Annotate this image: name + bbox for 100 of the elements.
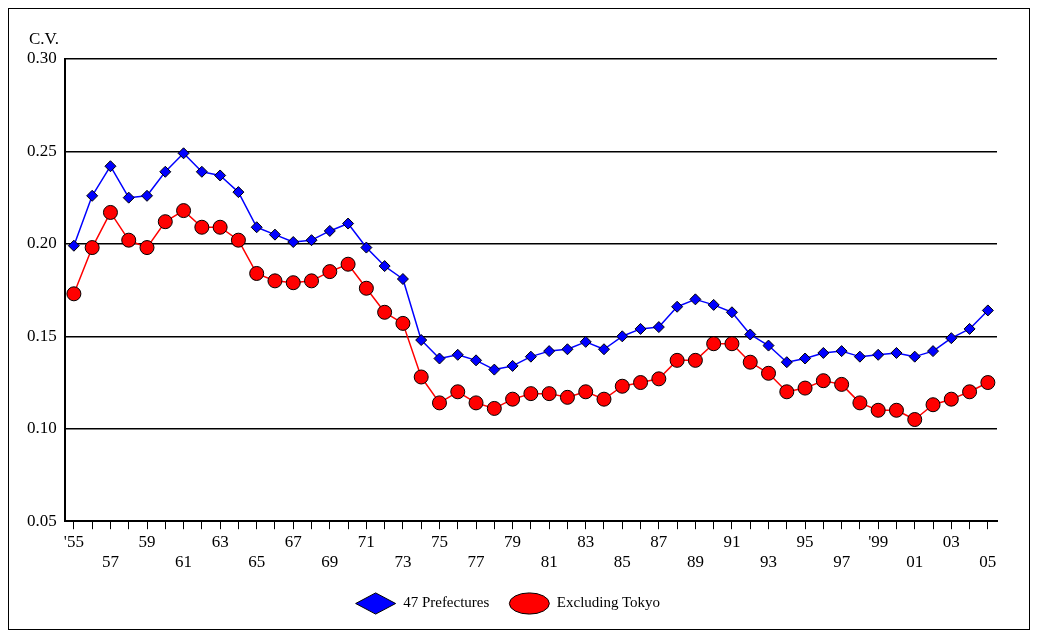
point <box>633 375 649 391</box>
point <box>761 365 777 381</box>
point <box>232 186 245 199</box>
x-tick-label: 05 <box>979 552 997 572</box>
point <box>671 300 684 313</box>
point <box>980 375 996 391</box>
legend-label: Excluding Tokyo <box>556 594 661 611</box>
x-tick-label: 85 <box>613 552 631 572</box>
point <box>853 350 866 363</box>
point <box>214 169 227 182</box>
point <box>780 356 793 369</box>
point <box>468 395 484 411</box>
x-tick-label: 59 <box>138 531 156 551</box>
point <box>523 386 539 402</box>
point <box>66 286 82 302</box>
x-tick-label: '99 <box>868 531 889 551</box>
point <box>488 363 501 376</box>
point <box>267 273 283 289</box>
point <box>159 165 172 178</box>
point <box>195 165 208 178</box>
x-tick-label: 79 <box>504 531 522 551</box>
y-tick-label: 0.10 <box>27 418 57 438</box>
point <box>835 345 848 358</box>
x-tick-label: 67 <box>284 531 303 551</box>
point <box>67 239 80 252</box>
x-tick-label: 61 <box>175 552 193 572</box>
point <box>925 397 941 413</box>
point <box>358 280 374 296</box>
x-tick-label: 93 <box>760 552 778 572</box>
point <box>927 345 940 358</box>
y-axis-title: C.V. <box>29 29 59 49</box>
x-tick-label: 01 <box>906 552 924 572</box>
point <box>797 380 813 396</box>
x-tick-label: 95 <box>796 531 814 551</box>
legend-label: 47 Prefectures <box>403 594 490 611</box>
point <box>725 306 738 319</box>
y-tick-label: 0.15 <box>27 325 57 345</box>
point <box>945 332 958 345</box>
point <box>486 400 502 416</box>
point <box>304 273 320 289</box>
point <box>122 191 135 204</box>
point <box>250 221 263 234</box>
x-tick-label: 03 <box>942 531 960 551</box>
point <box>799 352 812 365</box>
point <box>707 298 720 311</box>
point <box>102 204 118 220</box>
y-tick-label: 0.30 <box>27 48 57 68</box>
point <box>194 219 210 235</box>
point <box>413 369 429 385</box>
point <box>890 346 903 359</box>
x-tick-label: 69 <box>321 552 339 572</box>
point <box>541 386 557 402</box>
point <box>724 336 740 352</box>
point <box>596 391 612 407</box>
point <box>305 234 318 247</box>
point <box>817 346 830 359</box>
x-tick-label: 65 <box>248 552 266 572</box>
point <box>689 293 702 306</box>
point <box>559 389 575 405</box>
point <box>377 304 393 320</box>
point <box>342 217 355 230</box>
point <box>177 147 190 160</box>
x-tick-label: 81 <box>540 552 558 572</box>
point <box>870 402 886 418</box>
point <box>852 395 868 411</box>
point <box>543 345 556 358</box>
x-tick-label: 97 <box>833 552 851 572</box>
point <box>963 322 976 335</box>
point <box>908 350 921 363</box>
point <box>451 348 464 361</box>
point <box>706 336 722 352</box>
point <box>378 260 391 273</box>
y-tick-label: 0.20 <box>27 233 57 253</box>
point <box>561 343 574 356</box>
point <box>505 391 521 407</box>
point <box>652 321 665 334</box>
point <box>340 256 356 272</box>
y-tick-label: 0.25 <box>27 140 57 160</box>
point <box>287 236 300 249</box>
point <box>815 373 831 389</box>
point <box>104 160 117 173</box>
point <box>450 384 466 400</box>
x-tick-label: 57 <box>101 552 120 572</box>
point <box>597 343 610 356</box>
point <box>579 335 592 348</box>
point <box>578 384 594 400</box>
point <box>524 350 537 363</box>
point <box>433 352 446 365</box>
point <box>396 273 409 286</box>
x-tick-label: 63 <box>211 531 229 551</box>
point <box>634 322 647 335</box>
x-tick-label: 75 <box>430 531 448 551</box>
point <box>762 339 775 352</box>
point <box>744 328 757 341</box>
point <box>249 265 265 281</box>
point <box>834 376 850 392</box>
point <box>431 395 447 411</box>
point <box>141 189 154 202</box>
point <box>139 240 155 256</box>
point <box>614 378 630 394</box>
